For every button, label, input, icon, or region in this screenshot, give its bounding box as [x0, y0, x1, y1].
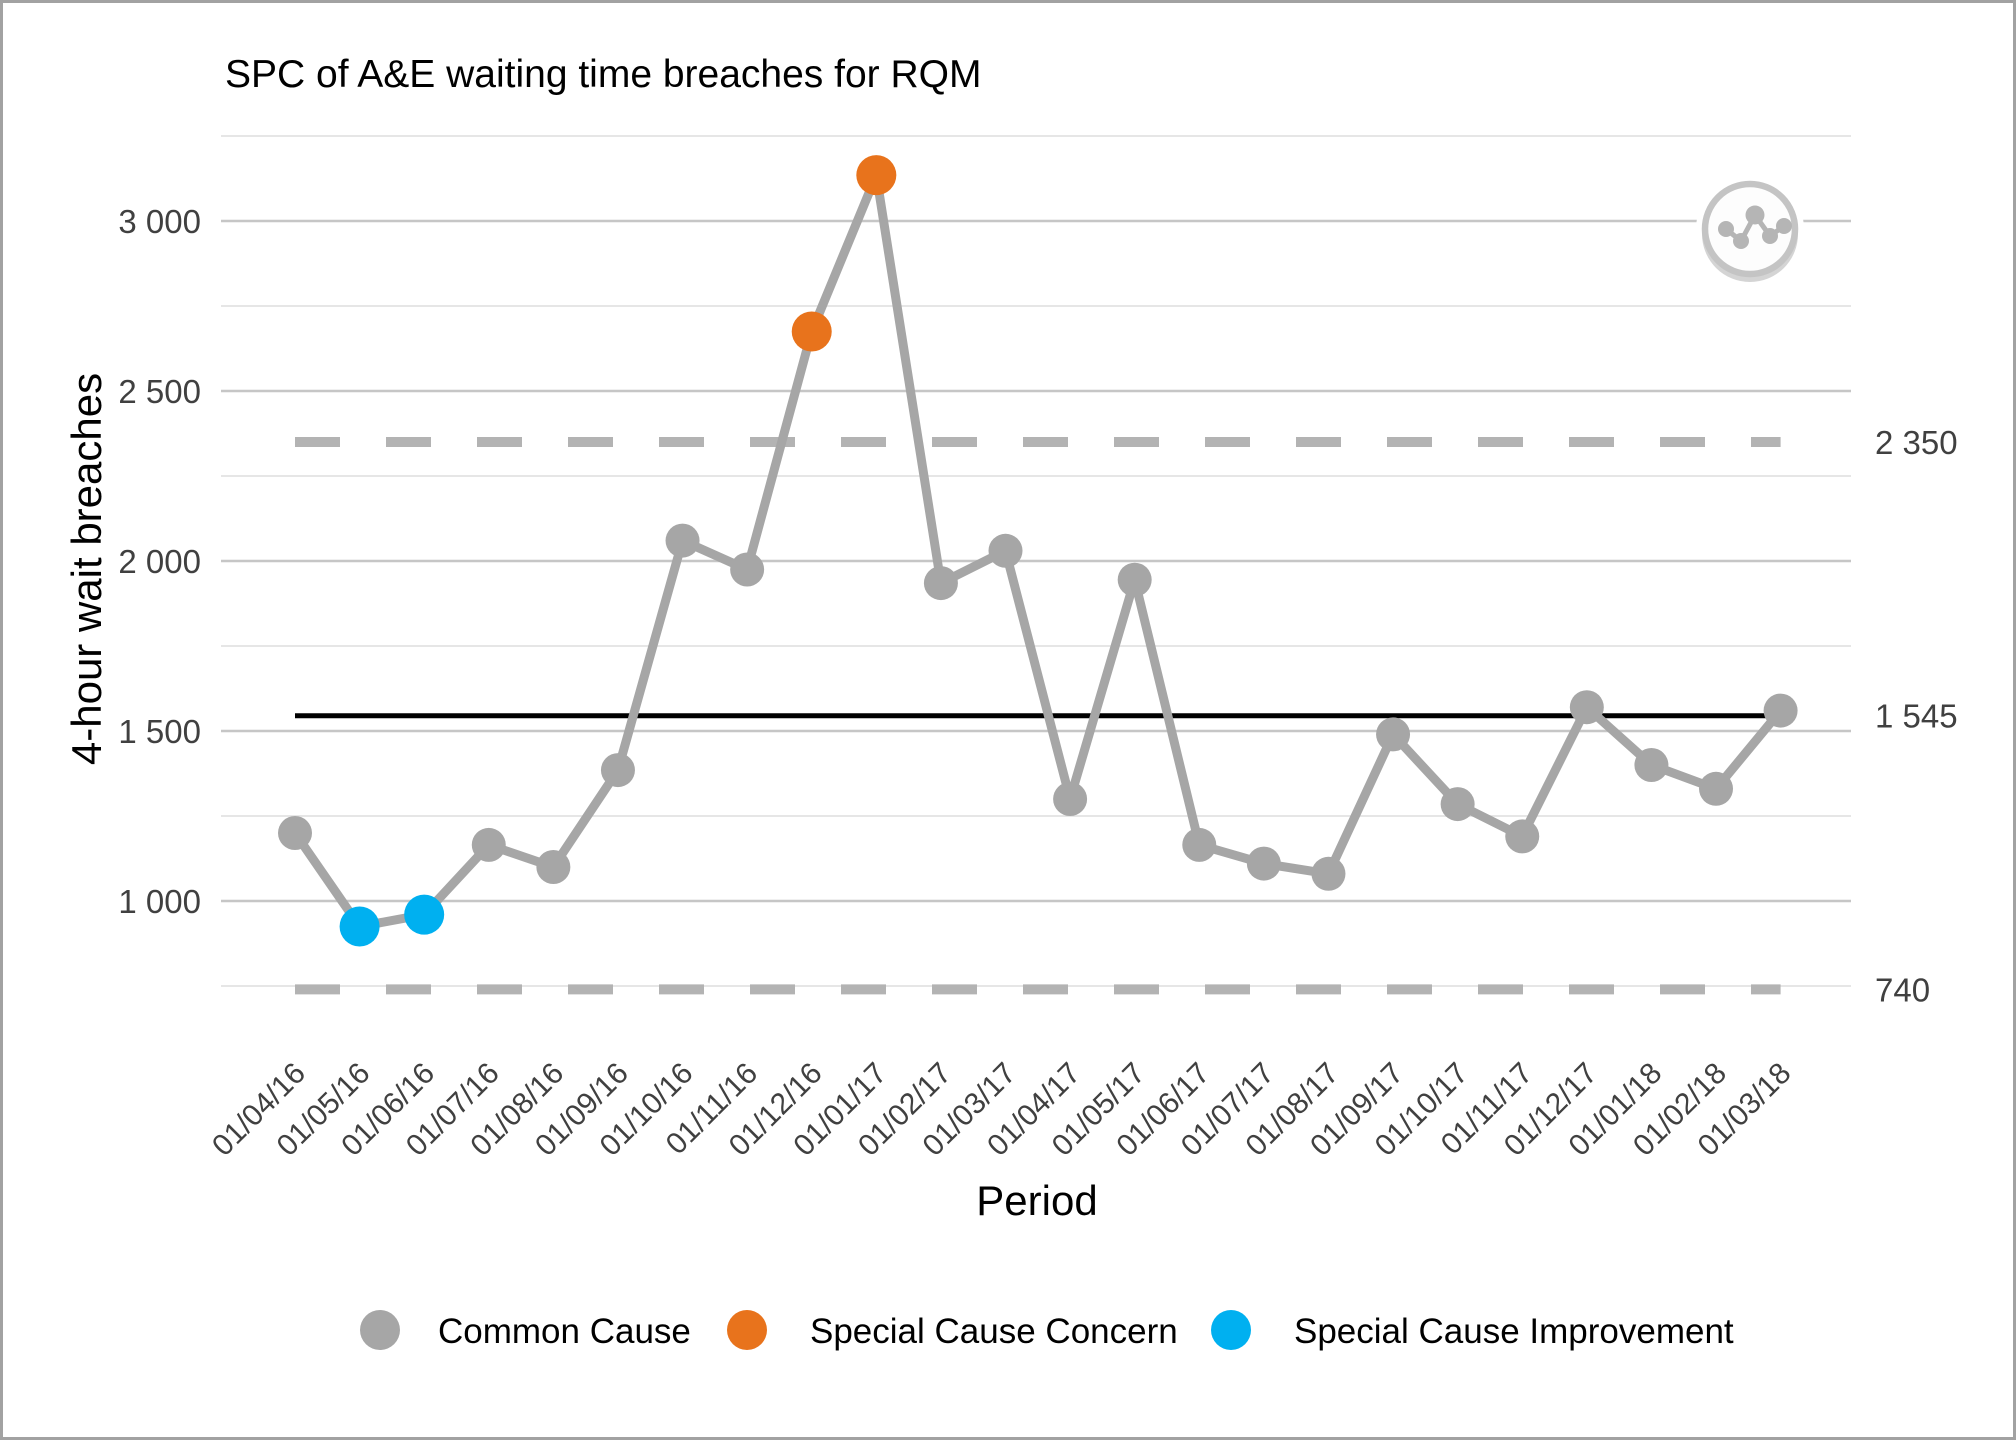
data-point-improvement — [404, 894, 445, 935]
data-point-improvement — [339, 906, 380, 947]
gridlines — [221, 135, 1851, 987]
data-point-common — [1440, 787, 1475, 822]
data-point-common — [730, 552, 765, 587]
y-tick-label: 2 500 — [118, 373, 201, 410]
data-point-common — [471, 827, 506, 862]
icon-dot — [1776, 218, 1792, 234]
y-tick-label: 1 500 — [118, 713, 201, 750]
data-point-concern — [791, 311, 832, 352]
legend-label-common-cause: Common Cause — [438, 1312, 691, 1351]
data-point-common — [665, 523, 700, 558]
icon-dot — [1745, 205, 1765, 225]
y-tick-label: 2 000 — [118, 543, 201, 580]
data-point-common — [923, 566, 958, 601]
lcl-label: 740 — [1875, 971, 1930, 1008]
y-tick-label: 1 000 — [118, 883, 201, 920]
y-tick-label: 3 000 — [118, 203, 201, 240]
data-point-common — [1699, 771, 1734, 806]
data-point-common — [1763, 693, 1798, 728]
data-point-common — [536, 850, 571, 884]
data-series — [278, 155, 1798, 947]
legend-label-special-cause-concern: Special Cause Concern — [810, 1312, 1178, 1351]
data-point-common — [1311, 856, 1346, 891]
legend-dot-special-cause-improvement — [1211, 1310, 1251, 1350]
data-point-common — [600, 753, 635, 788]
legend: Common Cause Special Cause Concern Speci… — [360, 1310, 1734, 1351]
data-point-common — [1634, 748, 1669, 782]
legend-label-special-cause-improvement: Special Cause Improvement — [1294, 1312, 1734, 1351]
icon-dot — [1718, 221, 1734, 237]
line-chart-icon — [1696, 175, 1804, 283]
series-line — [290, 170, 1786, 931]
icon-dot — [1762, 228, 1778, 244]
data-point-common — [1117, 562, 1152, 597]
data-point-common — [1376, 717, 1411, 752]
legend-dot-special-cause-concern — [727, 1310, 767, 1350]
data-point-common — [988, 533, 1023, 568]
icon-dot — [1733, 233, 1749, 249]
control-limit-lines: 2 350 1 545 740 — [295, 424, 1958, 1008]
legend-dot-common-cause — [360, 1310, 400, 1350]
y-axis-title: 4-hour wait breaches — [63, 373, 110, 765]
data-point-concern — [856, 155, 897, 196]
mean-label: 1 545 — [1875, 698, 1958, 735]
data-point-common — [1182, 827, 1217, 862]
data-point-common — [1569, 690, 1604, 725]
data-point-common — [1246, 846, 1281, 881]
page-title: SPC of A&E waiting time breaches for RQM — [225, 53, 981, 96]
ucl-label: 2 350 — [1875, 424, 1958, 461]
data-point-common — [1505, 819, 1540, 854]
x-axis-title: Period — [976, 1177, 1097, 1224]
data-point-common — [278, 816, 312, 850]
data-point-common — [1053, 782, 1088, 816]
